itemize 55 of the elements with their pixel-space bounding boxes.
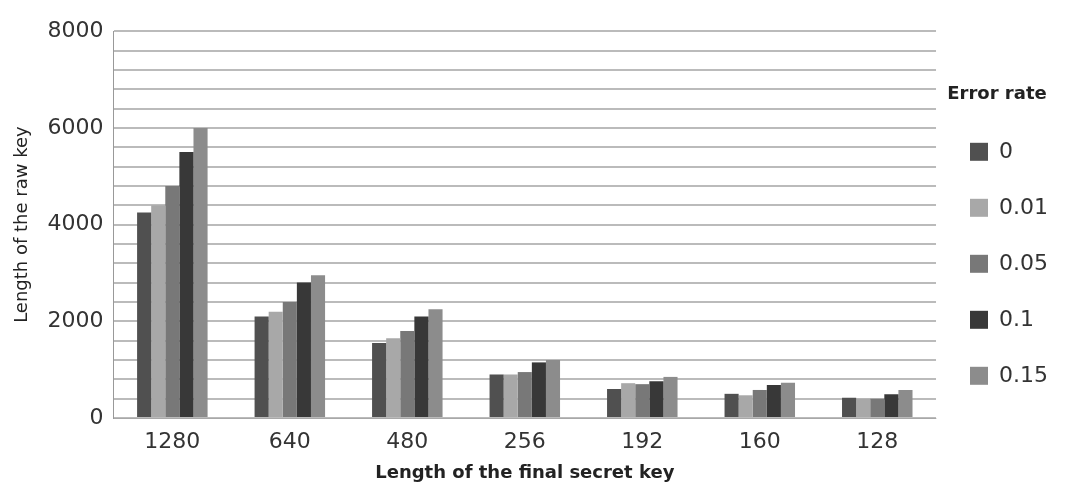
bar [752, 389, 767, 417]
y-axis-title: Length of the raw key [10, 125, 32, 323]
legend-label: 0.01 [999, 193, 1048, 219]
bar [428, 309, 443, 417]
bar [766, 385, 781, 417]
bar [193, 127, 208, 417]
bar [545, 359, 561, 417]
bar [621, 383, 636, 417]
bar [856, 398, 871, 417]
x-axis-title: Length of the final secret key [375, 460, 675, 482]
bar [282, 301, 297, 417]
y-tick-label: 2000 [47, 307, 104, 333]
bar [870, 398, 885, 417]
y-tick-label: 6000 [47, 113, 104, 139]
bar [310, 275, 326, 417]
bar [268, 311, 283, 417]
bar [296, 282, 311, 417]
bar [649, 381, 664, 417]
legend-label: 0 [999, 137, 1014, 163]
bar [738, 395, 753, 417]
legend-label: 0.05 [999, 249, 1048, 275]
bar [386, 338, 401, 417]
bar [607, 388, 622, 417]
bar [254, 316, 269, 417]
bar [400, 330, 415, 417]
bar [151, 205, 166, 417]
bar [531, 362, 546, 417]
x-tick-label: 256 [503, 427, 546, 453]
legend-label: 0.1 [999, 305, 1035, 331]
x-tick-label: 1280 [144, 427, 201, 453]
bar [635, 384, 650, 417]
bar [503, 374, 518, 417]
bar [724, 393, 739, 417]
x-tick-label: 480 [386, 427, 429, 453]
bar [372, 343, 387, 417]
bar [884, 394, 899, 417]
y-tick-label: 8000 [47, 16, 104, 42]
x-tick-label: 640 [268, 427, 311, 453]
legend-label: 0.15 [999, 361, 1048, 387]
x-tick-label: 128 [856, 427, 899, 453]
y-tick-label: 0 [89, 403, 104, 429]
bar [165, 185, 180, 417]
bar [137, 212, 152, 417]
bar [517, 372, 532, 417]
bar [898, 389, 913, 417]
x-tick-label: 192 [621, 427, 664, 453]
bar [842, 397, 857, 417]
bar [489, 374, 504, 417]
y-tick-label: 4000 [47, 210, 104, 236]
bar [780, 382, 796, 417]
bar [414, 316, 429, 417]
bar [179, 152, 194, 417]
legend-title: Error rate [947, 81, 1047, 103]
x-tick-label: 160 [738, 427, 781, 453]
bar [663, 376, 678, 417]
